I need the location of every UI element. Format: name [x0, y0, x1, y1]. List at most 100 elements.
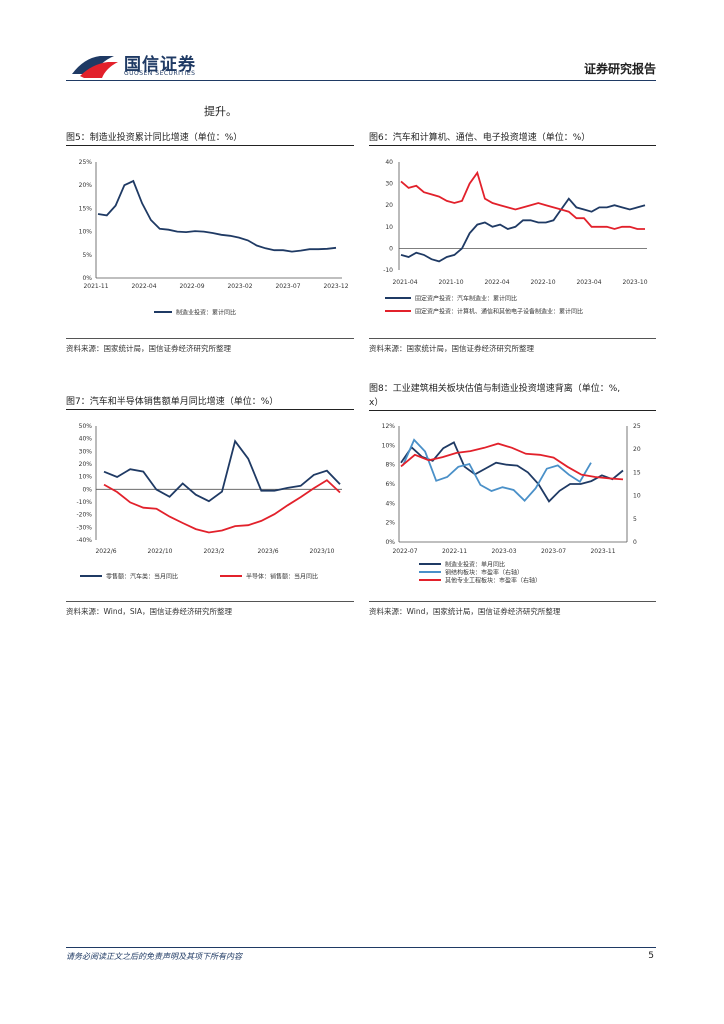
fig6-series-line — [400, 197, 646, 263]
fig5-title: 图5：制造业投资累计同比增速（单位：%） — [66, 133, 243, 143]
fig7-y-tick: -40% — [76, 537, 92, 544]
fig6-source: 资料来源：国家统计局，国信证券经济研究所整理 — [369, 344, 534, 353]
fig8-x-tick: 2023-03 — [491, 548, 516, 555]
fig8-x-tick: 2023-07 — [541, 548, 566, 555]
fig6-y-tick: 0 — [389, 245, 393, 252]
fig7-x-tick: 2023/2 — [203, 548, 224, 555]
fig5-y-tick: 15% — [79, 205, 93, 212]
fig8-title-line2: x） — [369, 398, 384, 408]
fig7-x-tick: 2023/10 — [310, 548, 335, 555]
fig8-y-right-tick: 0 — [633, 539, 637, 546]
fig8-x-tick: 2022-11 — [442, 548, 467, 555]
fig5-y-tick: 20% — [79, 182, 93, 189]
fig7-source: 资料来源：Wind，SIA，国信证券经济研究所整理 — [66, 607, 232, 616]
fig7-y-tick: 10% — [79, 474, 93, 481]
fig7-y-tick: 30% — [79, 448, 93, 455]
fig5-y-tick: 5% — [82, 252, 92, 259]
fig7-title: 图7：汽车和半导体销售额单月同比增速（单位：%） — [66, 397, 279, 407]
fig6-source-rule — [369, 338, 656, 339]
fig8-y-left-tick: 0% — [385, 539, 395, 546]
fig8-y-right-tick: 5 — [633, 516, 637, 523]
fig5-source: 资料来源：国家统计局，国信证券经济研究所整理 — [66, 344, 231, 353]
fig5-source-rule — [66, 338, 354, 339]
fig8-y-left-tick: 6% — [385, 481, 395, 488]
report-type-label: 证券研究报告 — [583, 62, 656, 76]
fig7-y-tick: 20% — [79, 461, 93, 468]
fig6-y-tick: 30 — [385, 181, 393, 188]
fig7-y-tick: 0% — [82, 486, 92, 493]
fig8-y-right-tick: 15 — [633, 469, 641, 476]
fig7-y-tick: -30% — [76, 524, 92, 531]
fig8-x-tick: 2022-07 — [392, 548, 417, 555]
fig7-source-rule — [66, 601, 354, 602]
fig5-x-tick: 2023-07 — [275, 283, 300, 290]
fig5-series-line — [97, 179, 337, 253]
fig6-y-tick: 20 — [385, 202, 393, 209]
fig7-x-tick: 2023/6 — [257, 548, 278, 555]
fig6-x-tick: 2022-10 — [530, 279, 555, 286]
fig7-legend-label: 零售额：汽车类：当月同比 — [106, 573, 178, 581]
fig6-legend-label: 固定资产投资：计算机、通信和其他电子设备制造业：累计同比 — [415, 308, 583, 316]
fig5-chart: 0% 5% 10% 15% 20% 25% 2021-11 2022-04 2022-09 202… — [79, 159, 349, 317]
fig6-title-rule — [369, 145, 656, 146]
fig8-chart: 0% 2% 4% 6% 8% 10% 12% 0 5 10 15 20 25 2022-07 2022-11… — [382, 423, 641, 585]
fig7-x-tick: 2022/6 — [95, 548, 116, 555]
fig6-title: 图6：汽车和计算机、通信、电子投资增速（单位：%） — [369, 133, 591, 143]
company-name-cn: 国信证券 — [124, 55, 196, 75]
fig7-title-rule — [66, 409, 354, 410]
fig5-y-tick: 10% — [79, 229, 93, 236]
fig5-title-rule — [66, 145, 354, 146]
fig8-series-line — [402, 438, 592, 503]
fig8-y-left-tick: 12% — [382, 423, 396, 430]
fig7-legend-label: 半导体：销售额：当月同比 — [246, 573, 318, 581]
fig8-source-rule — [369, 601, 656, 602]
fig7-x-tick: 2022/10 — [148, 548, 173, 555]
fig6-y-tick: 10 — [385, 224, 393, 231]
fig7-y-tick: 40% — [79, 436, 93, 443]
fig8-legend-label: 其他专业工程板块：市盈率（右轴） — [445, 577, 541, 585]
fig6-legend-label: 固定资产投资：汽车制造业：累计同比 — [415, 295, 517, 303]
fig8-series-line — [400, 442, 624, 481]
fig8-title-line1: 图8：工业建筑相关板块估值与制造业投资增速背离（单位：%, — [369, 384, 621, 394]
fig7-y-tick: -20% — [76, 512, 92, 519]
fig5-legend-label: 制造业投资：累计同比 — [176, 309, 236, 317]
fig8-source: 资料来源：Wind，国家统计局，国信证券经济研究所整理 — [369, 607, 561, 616]
fig8-legend-label: 钢结构板块：市盈率（右轴） — [445, 569, 523, 577]
fig5-y-tick: 0% — [82, 275, 92, 282]
fig7-series-line — [103, 479, 341, 534]
footer-divider — [66, 947, 656, 948]
fig5-x-tick: 2023-12 — [323, 283, 348, 290]
lead-text: 提升。 — [204, 105, 237, 118]
fig8-x-tick: 2023-11 — [590, 548, 615, 555]
fig8-y-left-tick: 8% — [385, 462, 395, 469]
fig7-y-tick: 50% — [79, 423, 93, 430]
fig5-x-tick: 2021-11 — [83, 283, 108, 290]
fig7-chart: -40% -30% -20% -10% 0% 10% 20% 30% 40% 50% 2022/6 2… — [76, 423, 342, 581]
fig8-series-line — [400, 441, 624, 503]
fig7-y-tick: -10% — [76, 499, 92, 506]
company-name-en: GUOSEN SECURITIES — [124, 70, 196, 77]
fig5-y-tick: 25% — [79, 159, 93, 166]
fig6-y-tick: 40 — [385, 159, 393, 166]
fig6-x-tick: 2021-04 — [392, 279, 417, 286]
fig5-x-tick: 2022-09 — [179, 283, 204, 290]
fig6-series-line — [400, 170, 645, 230]
page-number: 5 — [648, 951, 654, 961]
fig6-x-tick: 2022-04 — [484, 279, 509, 286]
fig6-x-tick: 2021-10 — [438, 279, 463, 286]
fig7-series-line — [103, 439, 341, 503]
fig8-title-rule — [369, 410, 656, 411]
fig6-chart: -10 0 10 20 30 40 2021-04 2021-10 2022-04 2022-10… — [383, 159, 648, 316]
fig8-legend-label: 制造业投资：单月同比 — [445, 561, 505, 569]
fig6-y-tick: -10 — [383, 267, 393, 274]
fig6-x-tick: 2023-10 — [622, 279, 647, 286]
fig8-y-right-tick: 25 — [633, 423, 641, 430]
fig8-y-left-tick: 10% — [382, 442, 396, 449]
guosen-logo-icon — [72, 56, 118, 78]
fig8-y-right-tick: 10 — [633, 493, 641, 500]
footer-disclaimer: 请务必阅读正文之后的免责声明及其项下所有内容 — [66, 952, 242, 961]
fig8-y-right-tick: 20 — [633, 446, 641, 453]
fig5-x-tick: 2022-04 — [131, 283, 156, 290]
fig8-y-left-tick: 2% — [385, 520, 395, 527]
fig5-x-tick: 2023-02 — [227, 283, 252, 290]
